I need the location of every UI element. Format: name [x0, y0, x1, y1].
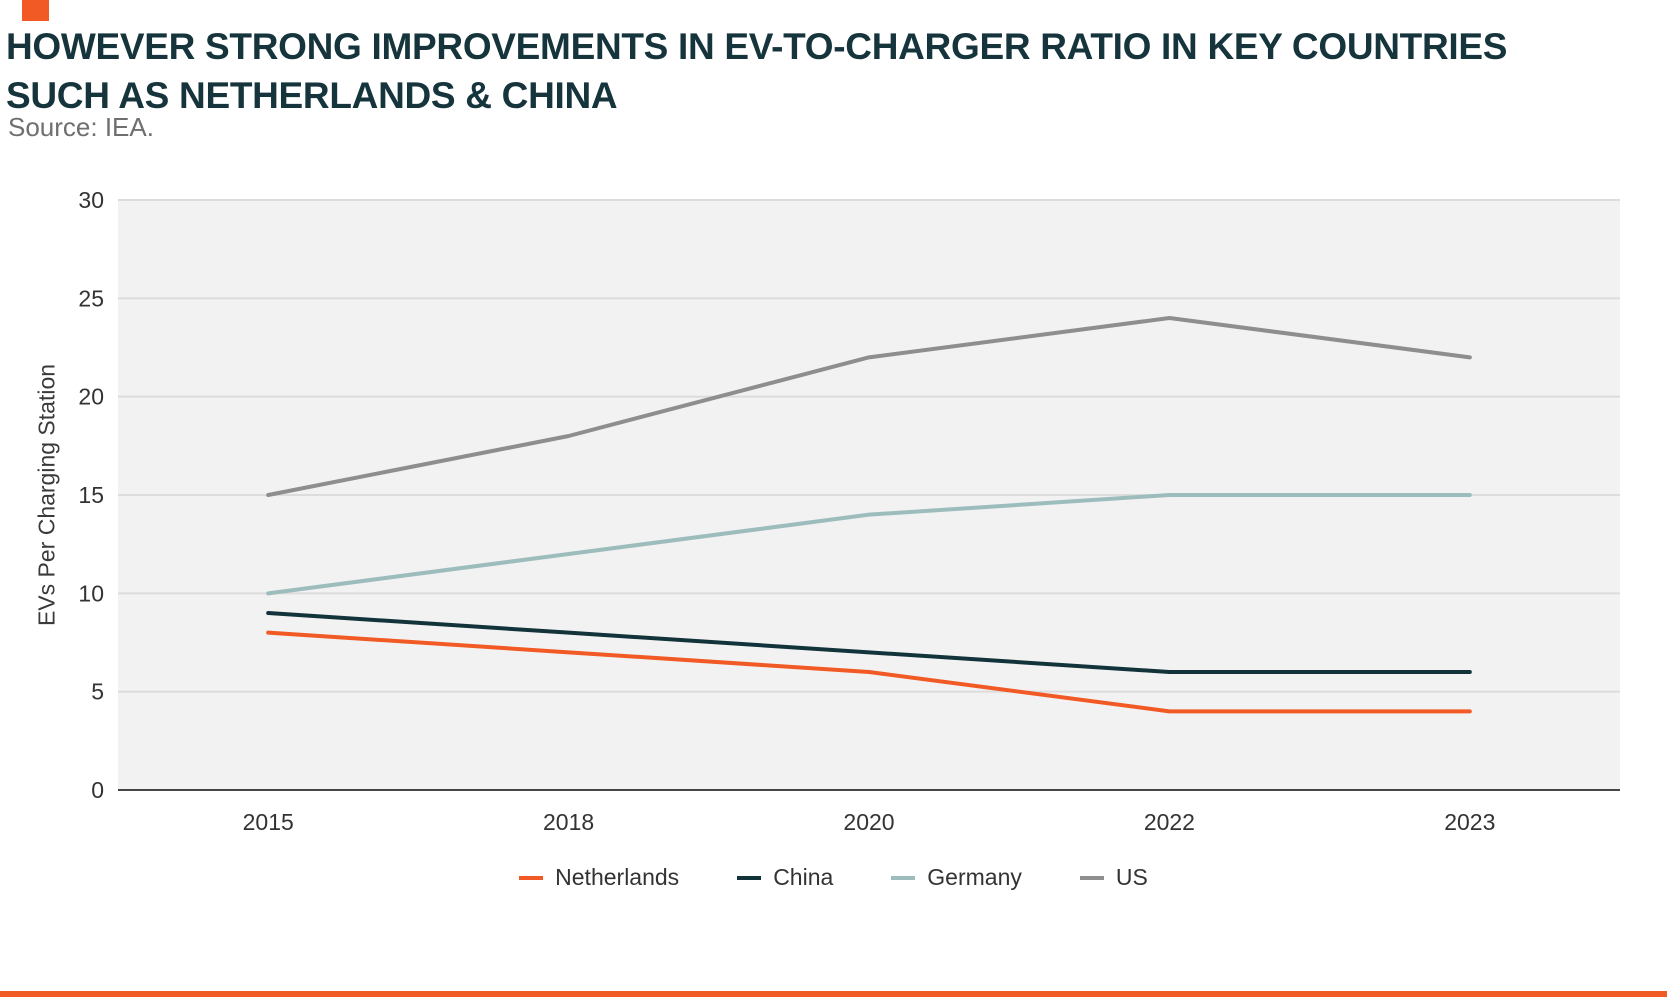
y-tick-label: 10: [78, 580, 104, 606]
legend-item-germany: Germany: [891, 864, 1022, 891]
legend-label: Netherlands: [555, 864, 680, 890]
legend-label: Germany: [927, 864, 1022, 890]
x-tick-label: 2020: [843, 809, 894, 835]
x-tick-label: 2023: [1444, 809, 1495, 835]
legend-dash-us: [1079, 875, 1104, 880]
x-tick-label: 2018: [543, 809, 594, 835]
y-tick-label: 15: [78, 482, 104, 508]
legend-item-netherlands: Netherlands: [519, 864, 679, 891]
x-tick-label: 2022: [1144, 809, 1195, 835]
bottom-accent-bar: [0, 991, 1667, 997]
y-tick-label: 0: [91, 777, 104, 803]
source-note: Source: IEA.: [8, 112, 154, 142]
legend-label: US: [1115, 864, 1148, 890]
x-tick-label: 2015: [243, 809, 294, 835]
legend-dash-china: [737, 875, 762, 880]
legend-dash-germany: [891, 875, 916, 880]
page-title: HOWEVER STRONG IMPROVEMENTS IN EV-TO-CHA…: [6, 22, 1507, 120]
series-line-germany: [266, 493, 1472, 596]
chart-canvas: 0 5 10 15 20 25 30 2015 2018 2020 2022 2023: [78, 187, 1620, 835]
legend-label: China: [773, 864, 834, 890]
series-line-netherlands: [266, 630, 1472, 714]
y-axis-title: EVs Per Charging Station: [33, 363, 60, 627]
y-tick-label: 30: [78, 187, 104, 213]
accent-square: [22, 0, 49, 21]
legend: Netherlands China Germany US: [0, 864, 1667, 891]
legend-dash-netherlands: [519, 875, 544, 880]
y-tick-label: 20: [78, 384, 104, 410]
y-tick-label: 25: [78, 285, 104, 311]
title-line-2: SUCH AS NETHERLANDS & CHINA: [6, 75, 618, 116]
title-line-1: HOWEVER STRONG IMPROVEMENTS IN EV-TO-CHA…: [6, 26, 1508, 67]
y-tick-label: 5: [91, 679, 104, 705]
legend-item-us: US: [1079, 864, 1148, 891]
series-line-us: [266, 316, 1472, 497]
series-line-china: [266, 611, 1472, 674]
legend-item-china: China: [737, 864, 833, 891]
